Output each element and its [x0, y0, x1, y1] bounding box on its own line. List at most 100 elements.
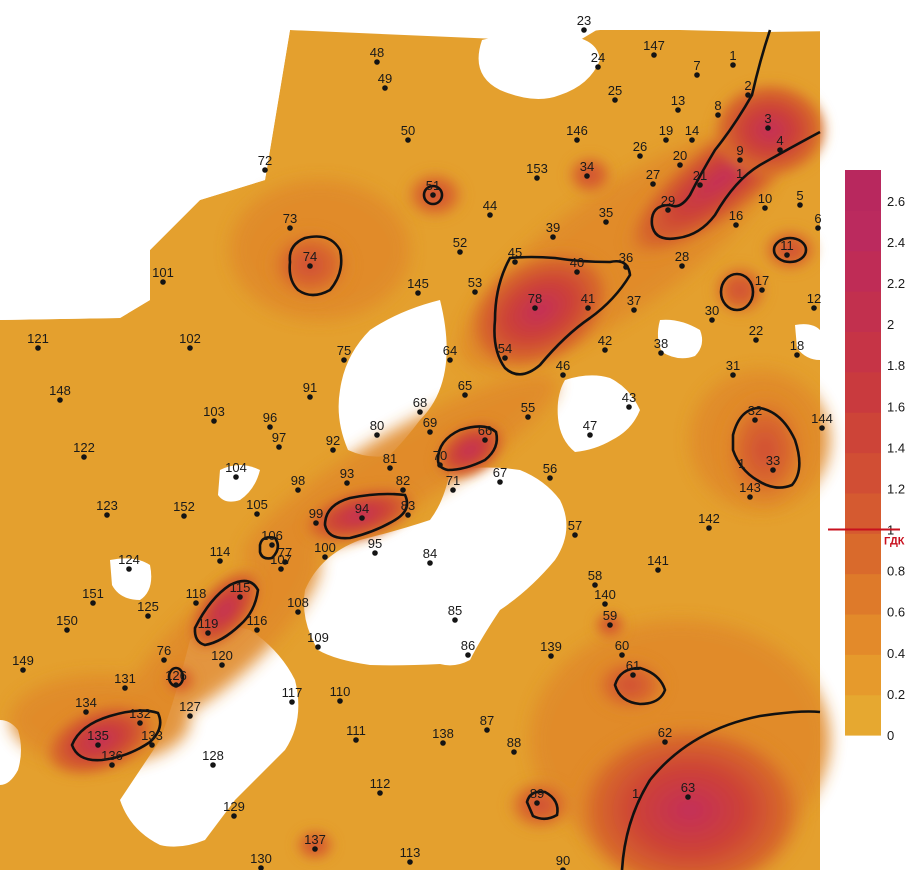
- sampling-point-dot: [737, 157, 743, 163]
- zone-mid: [293, 827, 337, 863]
- sampling-point: 115: [230, 580, 250, 600]
- sampling-point-label: 46: [556, 358, 570, 373]
- sampling-point-label: 28: [675, 249, 689, 264]
- sampling-point: 117: [282, 685, 302, 705]
- isoline: [731, 406, 801, 489]
- sampling-point: 60: [615, 638, 629, 658]
- sampling-point-label: 17: [755, 273, 769, 288]
- sampling-point-label: 62: [658, 725, 672, 740]
- sampling-point-dot: [344, 480, 350, 486]
- blank-area: [0, 720, 21, 785]
- isoline: [193, 579, 260, 647]
- sampling-point-dot: [122, 685, 128, 691]
- sampling-point: 23: [577, 13, 591, 33]
- sampling-point-dot: [679, 263, 685, 269]
- sampling-point-label: 37: [627, 293, 641, 308]
- sampling-point: 25: [608, 83, 622, 103]
- sampling-point-label: 60: [615, 638, 629, 653]
- sampling-point-label: 97: [272, 430, 286, 445]
- sampling-point-label: 32: [748, 403, 762, 418]
- sampling-point: 81: [383, 451, 397, 471]
- sampling-point-dot: [675, 107, 681, 113]
- blank-area: [657, 319, 703, 359]
- sampling-point-label: 12: [807, 291, 821, 306]
- sampling-point: 142: [698, 511, 720, 531]
- sampling-point-dot: [447, 357, 453, 363]
- sampling-point: 13: [671, 93, 685, 113]
- sampling-point: 149: [12, 653, 34, 673]
- sampling-point: 116: [247, 613, 267, 633]
- sampling-point: 21: [693, 168, 707, 188]
- sampling-point-dot: [574, 269, 580, 275]
- sampling-point: 91: [303, 380, 317, 400]
- sampling-point: 34: [580, 159, 594, 179]
- sampling-point-label: 136: [101, 748, 123, 763]
- sampling-point-label: 138: [432, 726, 454, 741]
- sampling-point-label: 85: [448, 603, 462, 618]
- sampling-point-label: 96: [263, 410, 277, 425]
- sampling-point: 59: [603, 608, 617, 628]
- sampling-point: 100: [314, 540, 336, 560]
- sampling-point-label: 99: [309, 506, 323, 521]
- sampling-point: 70: [433, 448, 447, 468]
- sampling-point-dot: [694, 72, 700, 78]
- sampling-point-dot: [457, 249, 463, 255]
- sampling-point-dot: [550, 234, 556, 240]
- sampling-point-label: 39: [546, 220, 560, 235]
- sampling-point-dot: [534, 800, 540, 806]
- sampling-point-dot: [452, 617, 458, 623]
- sampling-point-label: 55: [521, 400, 535, 415]
- sampling-point-dot: [797, 202, 803, 208]
- sampling-point-label: 47: [583, 418, 597, 433]
- sampling-point-dot: [217, 558, 223, 564]
- sampling-point-label: 68: [413, 395, 427, 410]
- sampling-point: 71: [446, 473, 460, 493]
- sampling-point: 102: [179, 331, 201, 351]
- sampling-point-dot: [777, 147, 783, 153]
- sampling-point-dot: [337, 698, 343, 704]
- sampling-point-dot: [81, 454, 87, 460]
- blank-area: [110, 558, 152, 600]
- sampling-point-label: 86: [461, 638, 475, 653]
- legend-color-band: [845, 533, 881, 575]
- sampling-point: 140: [594, 587, 616, 607]
- sampling-point-dot: [697, 182, 703, 188]
- sampling-point: 113: [400, 845, 420, 865]
- sampling-point: 152: [173, 499, 195, 519]
- sampling-point: 86: [461, 638, 475, 658]
- sampling-point-label: 118: [186, 586, 207, 601]
- sampling-point: 78: [528, 291, 542, 311]
- blank-area: [303, 467, 567, 666]
- sampling-point-dot: [173, 682, 179, 688]
- sampling-point-label: 43: [622, 390, 636, 405]
- sampling-point-dot: [427, 429, 433, 435]
- sampling-point: 36: [619, 250, 633, 270]
- sampling-point: 69: [423, 415, 437, 435]
- sampling-point: 153: [526, 161, 548, 181]
- sampling-point: 38: [654, 336, 668, 356]
- sampling-point: 29: [661, 193, 675, 213]
- sampling-point: 51: [426, 178, 440, 198]
- sampling-point-dot: [145, 613, 151, 619]
- sampling-point: 150: [56, 613, 78, 633]
- sampling-point-dot: [572, 532, 578, 538]
- sampling-point-label: 129: [223, 799, 245, 814]
- sampling-point: 126: [165, 668, 187, 688]
- legend-color-band: [845, 331, 881, 373]
- sampling-point: 58: [588, 568, 602, 588]
- sampling-point: 41: [581, 291, 595, 311]
- sampling-point-label: 61: [626, 658, 640, 673]
- sampling-point: 110: [330, 684, 350, 704]
- sampling-point-dot: [487, 212, 493, 218]
- sampling-point: 19: [659, 123, 673, 143]
- sampling-point-label: 152: [173, 499, 195, 514]
- sampling-point: 139: [540, 639, 562, 659]
- sampling-point: 130: [250, 851, 272, 871]
- sampling-point-label: 35: [599, 205, 613, 220]
- sampling-point-label: 48: [370, 45, 384, 60]
- isoline: [772, 236, 808, 264]
- sampling-point-label: 121: [27, 331, 49, 346]
- blank-area: [0, 30, 290, 320]
- legend-color-band: [845, 492, 881, 534]
- sampling-point: 108: [287, 595, 309, 615]
